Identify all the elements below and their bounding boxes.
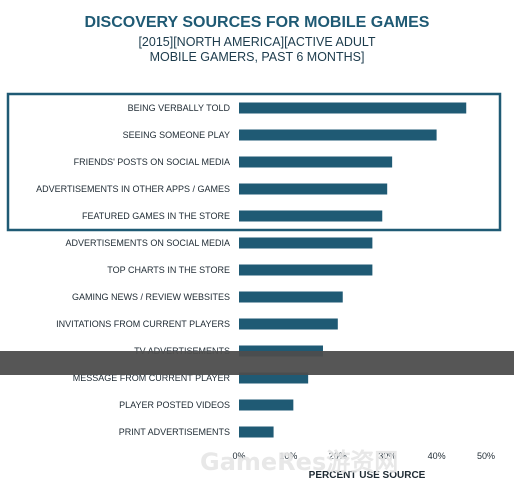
category-label: PLAYER POSTED VIDEOS xyxy=(119,400,230,410)
category-label: BEING VERBALLY TOLD xyxy=(128,103,231,113)
chart-subtitle-line-1: [2015][NORTH AMERICA][ACTIVE ADULT xyxy=(138,35,375,49)
category-label: ADVERTISEMENTS IN OTHER APPS / GAMES xyxy=(36,184,230,194)
bar xyxy=(239,210,383,222)
bar xyxy=(239,399,294,411)
x-tick-label: 50% xyxy=(477,451,495,461)
bar xyxy=(239,237,373,249)
x-tick-label: 10% xyxy=(279,451,297,461)
bar xyxy=(239,156,393,168)
bar xyxy=(239,102,467,114)
x-tick-labels: 0% 10% 20% 30% 40% 50% xyxy=(232,451,495,461)
x-tick-label: 0% xyxy=(232,451,245,461)
bars-group xyxy=(239,102,467,438)
x-tick-label: 20% xyxy=(329,451,347,461)
x-tick-label: 30% xyxy=(378,451,396,461)
bar xyxy=(239,129,437,141)
overlay-banner xyxy=(0,351,514,375)
bar xyxy=(239,318,338,330)
category-label: GAMING NEWS / REVIEW WEBSITES xyxy=(72,292,230,302)
x-axis-title: PERCENT USE SOURCE xyxy=(309,470,426,481)
chart-title: DISCOVERY SOURCES FOR MOBILE GAMES xyxy=(85,14,430,31)
category-label: INVITATIONS FROM CURRENT PLAYERS xyxy=(56,319,230,329)
category-label: PRINT ADVERTISEMENTS xyxy=(119,427,230,437)
highlight-box xyxy=(6,92,502,232)
category-label: TOP CHARTS IN THE STORE xyxy=(107,265,230,275)
bar xyxy=(239,183,388,195)
bar xyxy=(239,291,343,303)
chart-subtitle-line-2: MOBILE GAMERS, PAST 6 MONTHS] xyxy=(150,50,365,64)
watermark: GameRes游资网 xyxy=(200,448,398,476)
category-label: SEEING SOMEONE PLAY xyxy=(123,130,230,140)
category-label: ADVERTISEMENTS ON SOCIAL MEDIA xyxy=(65,238,230,248)
x-tick-label: 40% xyxy=(428,451,446,461)
category-label: FRIENDS' POSTS ON SOCIAL MEDIA xyxy=(74,157,230,167)
category-label: MESSAGE FROM CURRENT PLAYER xyxy=(73,373,231,383)
bar xyxy=(239,426,274,438)
category-labels: BEING VERBALLY TOLD SEEING SOMEONE PLAY FR… xyxy=(36,103,230,437)
category-label: FEATURED GAMES IN THE STORE xyxy=(82,211,230,221)
bar xyxy=(239,372,309,384)
bar xyxy=(239,264,373,276)
